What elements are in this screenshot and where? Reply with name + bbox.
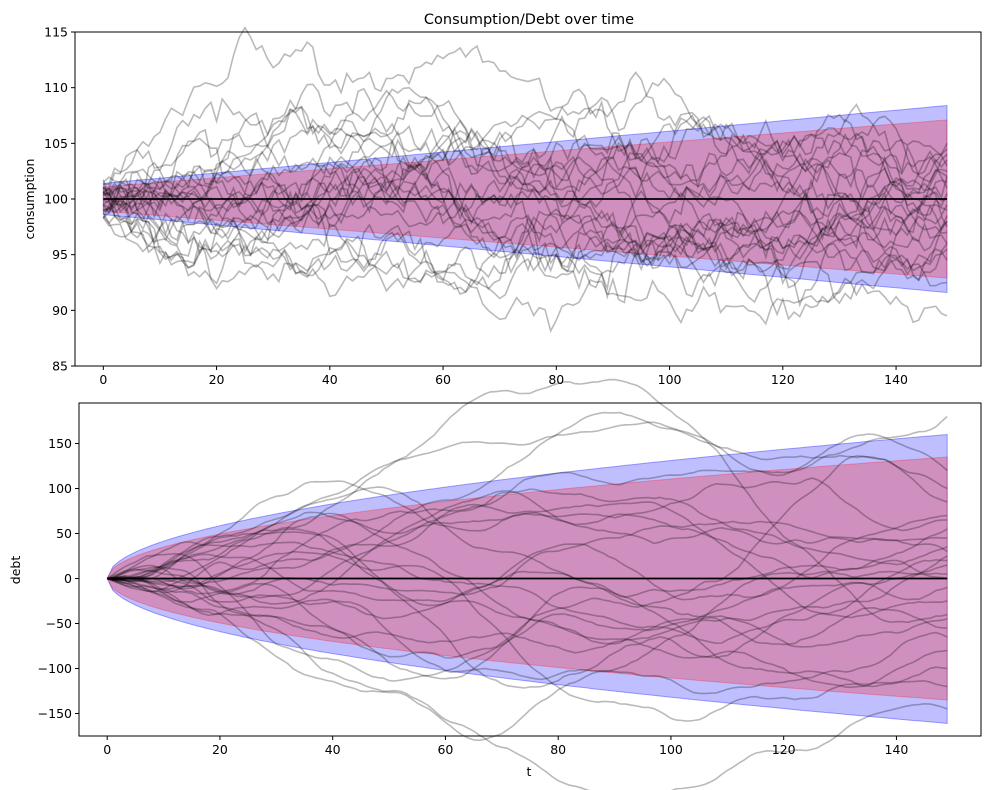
y-tick-label: −100 <box>38 661 72 676</box>
debt-sample-path <box>107 511 948 583</box>
debt-y-ticks: −150 −100 −50 0 50 100 150 <box>38 436 79 721</box>
y-tick-label: 100 <box>44 192 68 207</box>
consumption-sample-path <box>102 183 948 292</box>
debt-plot-area <box>106 378 948 790</box>
debt-sample-path <box>107 543 948 603</box>
consumption-y-axis-label: consumption <box>22 159 37 240</box>
debt-sample-path <box>107 477 948 582</box>
x-tick-label: 60 <box>435 372 451 387</box>
debt-axes-frame <box>78 402 982 737</box>
consumption-sample-path <box>102 174 948 260</box>
debt-sample-path <box>107 575 948 695</box>
consumption-sample-path <box>103 26 948 185</box>
consumption-sample-path <box>102 166 948 271</box>
x-tick-label: 0 <box>103 742 111 757</box>
consumption-plot-area <box>102 26 948 334</box>
debt-x-ticks: 0 20 40 60 80 100 120 140 <box>103 736 908 757</box>
x-tick-label: 140 <box>884 372 908 387</box>
y-tick-label: 0 <box>64 571 72 586</box>
consumption-sample-path <box>102 86 948 232</box>
debt-sample-path <box>107 541 948 645</box>
consumption-x-ticks: 0 20 40 60 80 100 120 140 <box>99 366 908 387</box>
debt-sample-path <box>106 514 948 682</box>
consumption-sample-path <box>102 189 948 298</box>
x-tick-label: 60 <box>437 742 453 757</box>
debt-sample-path <box>107 455 948 659</box>
y-tick-label: 110 <box>44 80 68 95</box>
debt-sample-path <box>107 415 948 582</box>
debt-sample-path <box>107 512 948 689</box>
y-tick-label: 50 <box>56 526 72 541</box>
x-tick-label: 100 <box>658 372 682 387</box>
x-tick-label: 40 <box>325 742 341 757</box>
debt-sample-path <box>107 378 948 624</box>
consumption-sample-path <box>102 87 948 219</box>
debt-sample-path <box>106 501 948 619</box>
consumption-sample-path <box>102 153 948 321</box>
consumption-sample-path <box>103 96 948 252</box>
consumption-sample-path <box>103 83 948 304</box>
debt-sample-path <box>106 531 948 689</box>
x-tick-label: 120 <box>772 742 796 757</box>
consumption-sample-path <box>102 118 948 226</box>
debt-sample-path <box>107 433 948 595</box>
y-tick-label: −150 <box>38 706 72 721</box>
debt-sample-path <box>106 525 948 596</box>
y-tick-label: 95 <box>52 247 68 262</box>
consumption-y-ticks: 85 90 95 100 105 110 115 <box>44 25 75 374</box>
consumption-sample-path <box>102 168 948 334</box>
debt-sample-path <box>107 486 948 598</box>
consumption-panel: Consumption/Debt over time 0 20 40 60 80 100 1… <box>22 12 982 387</box>
consumption-sample-path <box>103 114 948 254</box>
x-tick-label: 0 <box>99 372 107 387</box>
y-tick-label: 90 <box>52 303 68 318</box>
debt-sample-path <box>106 577 948 680</box>
consumption-sample-path <box>102 115 948 285</box>
x-tick-label: 120 <box>771 372 795 387</box>
consumption-sample-path <box>102 128 948 272</box>
debt-y-axis-label: debt <box>8 556 23 585</box>
x-tick-label: 100 <box>659 742 683 757</box>
consumption-sample-path <box>103 175 948 291</box>
y-tick-label: −50 <box>46 616 72 631</box>
debt-sample-path <box>107 528 948 742</box>
x-tick-label: 40 <box>322 372 338 387</box>
x-tick-label: 80 <box>550 742 566 757</box>
consumption-sample-path <box>103 155 948 287</box>
debt-sample-path <box>107 488 948 585</box>
debt-panel: 0 20 40 60 80 100 120 140 −150−100−50050100150 … <box>8 378 982 790</box>
x-tick-label: 80 <box>548 372 564 387</box>
chart-title: Consumption/Debt over time <box>424 12 634 28</box>
debt-sample-path <box>107 528 948 646</box>
consumption-sample-path <box>103 119 948 289</box>
y-tick-label: 100 <box>48 481 72 496</box>
debt-x-axis-label: t <box>527 764 532 779</box>
y-tick-label: 150 <box>48 436 72 451</box>
debt-sample-path <box>107 566 948 790</box>
x-tick-label: 140 <box>885 742 909 757</box>
debt-sample-path <box>107 411 948 594</box>
debt-sample-path <box>106 490 948 605</box>
y-tick-label: 85 <box>52 359 68 374</box>
consumption-sample-path <box>102 176 948 300</box>
y-tick-label: 105 <box>44 136 68 151</box>
debt-sample-path <box>107 564 948 654</box>
x-tick-label: 20 <box>212 742 228 757</box>
debt-sample-path <box>107 570 948 688</box>
y-tick-label: 115 <box>44 25 68 40</box>
consumption-sample-path <box>103 156 948 308</box>
debt-sample-path <box>106 550 948 723</box>
consumption-sample-path <box>102 77 948 246</box>
consumption-sample-path <box>102 106 948 256</box>
consumption-sample-path <box>102 167 948 279</box>
x-tick-label: 20 <box>209 372 225 387</box>
